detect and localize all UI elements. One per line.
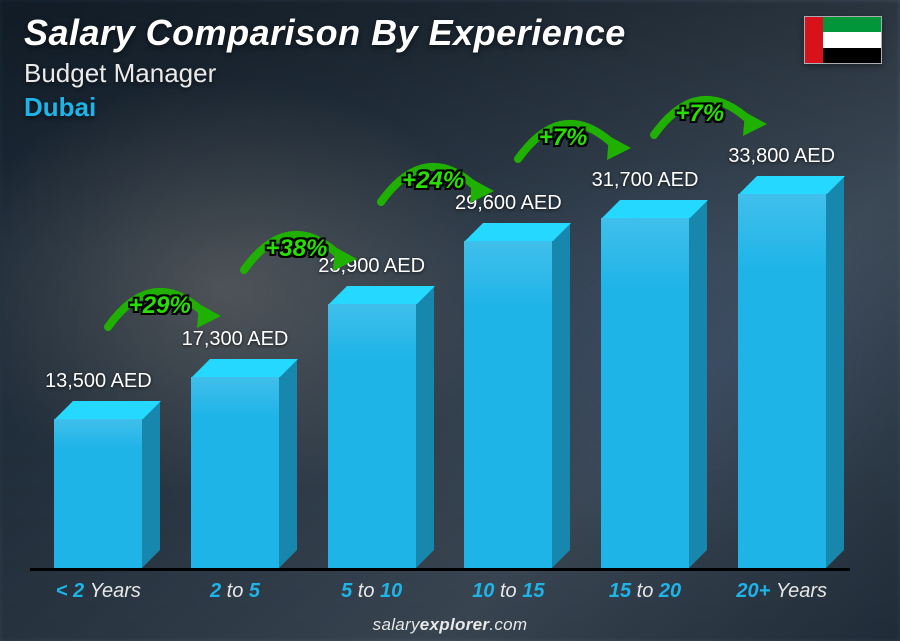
bar-front-0 [54,419,142,568]
x-label-0: < 2 Years [30,580,167,603]
bar-top-0 [55,401,161,419]
x-label-5: 20+ Years [713,580,850,603]
bar-side-2 [416,286,434,568]
pct-text-2: +38% [265,235,327,263]
footer-prefix: salary [373,615,420,634]
bar-front-4 [601,218,689,568]
x-axis: < 2 Years2 to 55 to 1010 to 1515 to 2020… [30,580,850,603]
bar-1: 17,300 AED+29% [167,101,304,568]
bar3d-1 [191,377,279,568]
pct-text-5: +7% [675,100,724,128]
flag-stripe-1 [823,32,881,47]
x-label-4: 15 to 20 [577,580,714,603]
bar-4: 31,700 AED+7% [577,101,714,568]
flag-stripe-2 [823,48,881,63]
chart-canvas: Salary Comparison By Experience Budget M… [0,0,900,641]
footer-bold: explorer [420,615,490,634]
x-label-3: 10 to 15 [440,580,577,603]
flag-fly [823,17,881,63]
pct-text-1: +29% [129,292,191,320]
bar3d-0 [54,419,142,568]
bar-front-5 [738,194,826,568]
bars-container: 13,500 AED17,300 AED+29%23,900 AED+38%29… [30,101,850,571]
x-label-2: 5 to 10 [303,580,440,603]
bar-front-2 [328,304,416,568]
bar-top-2 [329,286,435,304]
uae-flag-icon [804,16,882,64]
footer-suffix: .com [489,615,527,634]
bar-side-5 [826,176,844,568]
pct-badge-1: +29% [103,292,165,320]
pct-text-4: +7% [539,124,588,152]
pct-badge-5: +7% [649,100,698,128]
x-label-1: 2 to 5 [167,580,304,603]
pct-badge-4: +7% [513,124,562,152]
bar-side-4 [689,200,707,568]
bar3d-4 [601,218,689,568]
pct-badge-2: +38% [239,235,301,263]
footer-attribution: salaryexplorer.com [0,615,900,635]
bar-side-3 [552,223,570,568]
bar-side-0 [142,401,160,568]
flag-stripe-0 [823,17,881,32]
bar-top-1 [192,359,298,377]
bar-top-5 [739,176,845,194]
bar3d-3 [464,241,552,568]
bar-top-3 [465,223,571,241]
pct-text-3: +24% [402,167,464,195]
bar-side-1 [279,359,297,568]
bar3d-2 [328,304,416,568]
value-label-0: 13,500 AED [45,370,152,393]
chart-subtitle: Budget Manager [24,58,216,89]
pct-badge-3: +24% [376,167,438,195]
bar-chart: 13,500 AED17,300 AED+29%23,900 AED+38%29… [30,101,850,571]
bar-top-4 [602,200,708,218]
bar-5: 33,800 AED+7% [713,101,850,568]
bar3d-5 [738,194,826,568]
flag-hoist [805,17,823,63]
bar-front-1 [191,377,279,568]
chart-title: Salary Comparison By Experience [24,12,626,54]
bar-front-3 [464,241,552,568]
